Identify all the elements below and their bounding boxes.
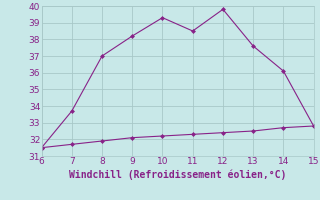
X-axis label: Windchill (Refroidissement éolien,°C): Windchill (Refroidissement éolien,°C) [69,169,286,180]
